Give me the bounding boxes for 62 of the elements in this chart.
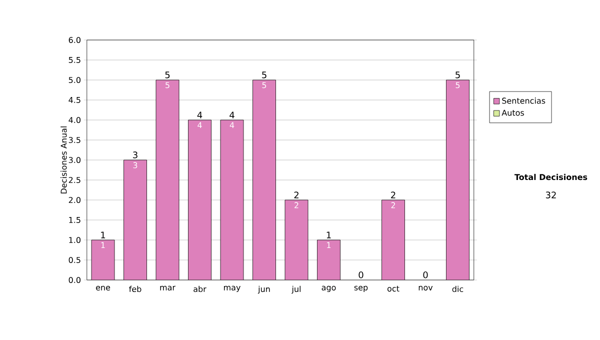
total-label: 5 <box>165 72 170 78</box>
x-tick-label: jun <box>258 286 270 294</box>
data-label: 5 <box>166 82 170 88</box>
total-label: 5 <box>456 72 460 78</box>
y-tick-label: 2.5 <box>68 176 80 184</box>
bar <box>317 240 340 280</box>
x-tick-label: abr <box>194 286 206 292</box>
x-tick-label: nov <box>418 286 433 290</box>
bar <box>92 240 115 280</box>
x-tick-label: may <box>224 286 240 292</box>
y-tick-label: 1.5 <box>69 217 80 223</box>
total-label: 2 <box>391 192 396 198</box>
x-tick-label: ene <box>96 286 110 290</box>
total-label: 3 <box>133 151 138 158</box>
x-tick-label: dic <box>452 286 464 292</box>
total-label: 2 <box>294 192 298 198</box>
text: Total Decisiones <box>514 174 588 180</box>
y-tick-label: 0.0 <box>68 276 80 284</box>
y-tick-label: 5.0 <box>68 76 80 84</box>
y-tick-label: 0.5 <box>68 256 80 264</box>
bar <box>188 120 212 280</box>
total-label: 1 <box>101 232 106 238</box>
x-tick-label: jul <box>292 286 301 294</box>
y-tick-label: 4.0 <box>68 116 80 124</box>
y-tick-label: 5.5 <box>68 57 80 63</box>
x-tick-label: sep <box>354 286 368 292</box>
bar <box>156 80 180 280</box>
x-tick-label: ago <box>322 286 336 292</box>
total-label: 4 <box>230 112 234 118</box>
bar <box>220 120 244 280</box>
bar <box>285 200 308 280</box>
total-label: 1 <box>326 232 331 238</box>
y-tick-label: 1.0 <box>69 236 80 244</box>
total-label: 4 <box>197 112 202 118</box>
data-label: 1 <box>327 242 331 248</box>
y-tick-label: 3.5 <box>68 136 80 144</box>
data-label: 4 <box>230 122 234 128</box>
data-label: 3 <box>133 162 138 168</box>
bar <box>446 80 470 280</box>
y-tick-label: 6.0 <box>68 36 80 44</box>
data-label: 2 <box>391 202 395 208</box>
y-tick-label: 3.0 <box>68 156 80 164</box>
y-axis-title: Decisiones Anual <box>60 126 67 194</box>
bar <box>382 200 405 280</box>
bar <box>252 80 276 280</box>
data-label: 5 <box>262 82 266 88</box>
text: 32 <box>546 192 556 198</box>
total-label: 5 <box>262 72 266 78</box>
total-label: 0 <box>423 271 428 278</box>
legend-label: Autos <box>502 110 524 116</box>
bar <box>124 160 147 280</box>
legend-label: Sentencias <box>502 98 546 104</box>
data-label: 5 <box>456 82 460 88</box>
x-tick-label: oct <box>387 286 400 292</box>
data-label: 4 <box>198 122 202 128</box>
data-label: 2 <box>294 202 298 208</box>
total-label: 0 <box>358 271 364 278</box>
data-label: 1 <box>101 242 105 248</box>
x-tick-label: feb <box>129 286 142 292</box>
y-tick-label: 2.0 <box>68 196 80 204</box>
y-tick-label: 4.5 <box>68 97 80 103</box>
x-tick-label: mar <box>160 286 176 290</box>
